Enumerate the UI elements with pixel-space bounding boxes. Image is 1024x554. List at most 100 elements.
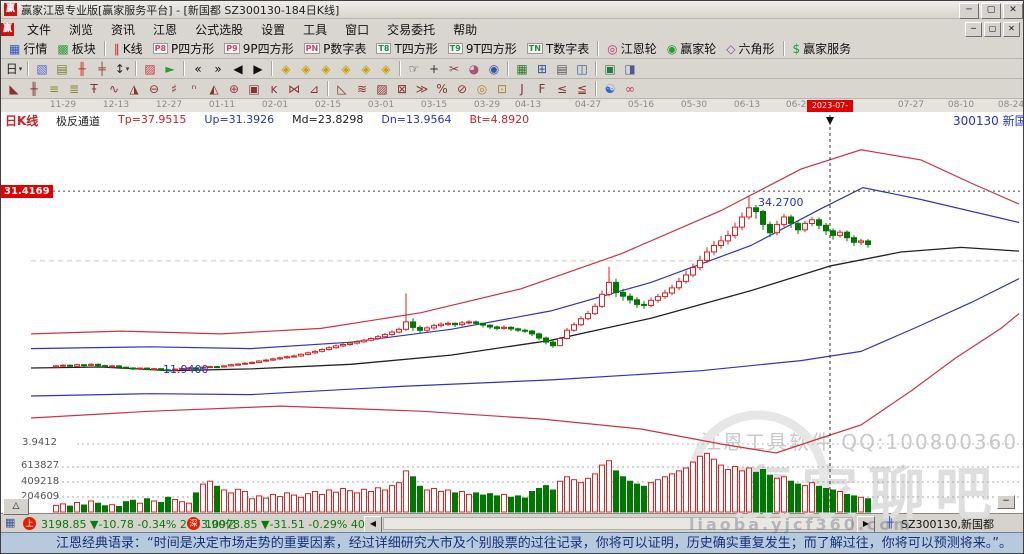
9p-square-button[interactable]: P9 9P四方形	[219, 39, 298, 58]
export-icon[interactable]: ▣	[601, 60, 619, 77]
mdi-minimize-button[interactable]: ─	[965, 22, 982, 37]
menu-item-4[interactable]: 公式选股	[195, 22, 244, 37]
draw-tline-icon[interactable]: Ŧ	[85, 80, 103, 97]
candle-style-icon[interactable]: ╫	[73, 60, 91, 77]
draw-j-line-icon[interactable]: J	[513, 80, 531, 97]
draw-box-icon[interactable]: ▣	[245, 80, 263, 97]
menu-item-5[interactable]: 设置	[261, 22, 286, 37]
close-button[interactable]: ✕	[1003, 3, 1023, 19]
period-label[interactable]: 日K线	[5, 114, 39, 128]
draw-percent-circle-icon[interactable]: ⊘	[453, 80, 471, 97]
next-bar-icon[interactable]: ▶	[249, 60, 267, 77]
menu-item-3[interactable]: 江恩	[153, 22, 178, 37]
maximize-button[interactable]: ▢	[981, 3, 1001, 19]
draw-trend-icon[interactable]: ◣	[5, 80, 23, 97]
indicator-name[interactable]: 极反通道	[56, 115, 100, 128]
draw-hash-icon[interactable]: ♯	[165, 80, 183, 97]
save-layout-icon[interactable]: ◫	[573, 60, 591, 77]
flag-marker-icon[interactable]: ►	[161, 60, 179, 77]
menu-item-7[interactable]: 窗口	[345, 22, 370, 37]
cut-icon[interactable]: ✂	[445, 60, 463, 77]
quotes-button[interactable]: ▦ 行情	[4, 39, 52, 58]
kline-button[interactable]: ∥ K线	[109, 39, 148, 58]
draw-le2-icon[interactable]: ≦	[573, 80, 591, 97]
draw-gann-grid-icon[interactable]: ╫	[25, 80, 43, 97]
t-table-button[interactable]: TN T数字表	[522, 39, 595, 58]
image-view-icon[interactable]: ▧	[33, 60, 51, 77]
current-stock-label[interactable]: SZ300130,新国都	[901, 518, 995, 531]
menu-item-8[interactable]: 交易委托	[387, 22, 436, 37]
spiral-icon[interactable]: ◉	[485, 60, 503, 77]
prev-bar-icon[interactable]: ◀	[229, 60, 247, 77]
draw-fan-icon[interactable]: ◺	[333, 80, 351, 97]
winner-wheel-button[interactable]: ◉ 赢家轮	[662, 39, 722, 58]
gann-diamond-4-icon[interactable]: ◈	[337, 60, 355, 77]
pan-hand-icon[interactable]: ☞	[405, 60, 423, 77]
draw-circle-cross-icon[interactable]: ⊕	[225, 80, 243, 97]
scroll-left-button[interactable]: ◀	[364, 516, 382, 533]
last-bar-icon[interactable]: »	[209, 60, 227, 77]
gann-diamond-2-icon[interactable]: ◈	[297, 60, 315, 77]
indicator-overlay-icon[interactable]: ▨	[141, 60, 159, 77]
draw-channel-icon[interactable]: ≋	[353, 80, 371, 97]
draw-speed-icon[interactable]: ≫	[413, 80, 431, 97]
draw-kmark-icon[interactable]: ĸ	[265, 80, 283, 97]
gann-diamond-1-icon[interactable]: ◈	[277, 60, 295, 77]
draw-wave-icon[interactable]: ∿	[105, 80, 123, 97]
notes-icon[interactable]: ▤	[553, 60, 571, 77]
taiji-icon[interactable]: ☯	[601, 80, 619, 97]
draw-le1-icon[interactable]: ≤	[553, 80, 571, 97]
draw-triangle-icon: ◮	[129, 81, 139, 96]
calculator-icon[interactable]: ⊞	[533, 60, 551, 77]
board-view-icon[interactable]: ▤	[53, 60, 71, 77]
menu-item-2[interactable]: 资讯	[111, 22, 136, 37]
calendar-calc-icon[interactable]: ▦	[513, 60, 531, 77]
menu-item-1[interactable]: 浏览	[69, 22, 94, 37]
draw-bowtie-icon[interactable]: ⋈	[285, 80, 303, 97]
draw-gold-box-icon[interactable]: ⊡	[493, 80, 511, 97]
p-table-button[interactable]: PN P数字表	[299, 39, 372, 58]
draw-angle-icon[interactable]: ⊿	[305, 80, 323, 97]
scrollbar-track[interactable]	[383, 517, 853, 530]
kline-chart-canvas[interactable]	[1, 112, 1024, 513]
gann-diamond-6-icon[interactable]: ◈	[377, 60, 395, 77]
hexagon-button[interactable]: ◇ 六角形	[721, 39, 779, 58]
menu-item-0[interactable]: 文件	[27, 22, 52, 37]
market-grid-icon[interactable]: ▦	[5, 516, 16, 529]
candle-style2-icon[interactable]: ╪	[93, 60, 111, 77]
period-day-dropdown[interactable]: 日	[5, 60, 23, 77]
minimize-button[interactable]: ─	[959, 3, 979, 19]
first-bar-icon[interactable]: «	[189, 60, 207, 77]
print-icon[interactable]: ◨	[621, 60, 639, 77]
gann-wheel-button[interactable]: ◎ 江恩轮	[602, 39, 662, 58]
9t-square-button[interactable]: T9 9T四方形	[443, 39, 522, 58]
zoom-out-button[interactable]: −	[997, 495, 1015, 509]
winner-service-button[interactable]: $ 赢家服务	[788, 39, 857, 58]
mdi-restore-button[interactable]: ▢	[984, 22, 1001, 37]
infinity-icon[interactable]: ∞	[621, 80, 639, 97]
menu-item-9[interactable]: 帮助	[453, 22, 478, 37]
draw-shade-icon[interactable]: ▨	[373, 80, 391, 97]
draw-grid-box-icon[interactable]: ⊠	[393, 80, 411, 97]
t-square-button[interactable]: T8 T四方形	[371, 39, 442, 58]
draw-gold-ring-icon[interactable]: ◎	[473, 80, 491, 97]
draw-triangle-icon[interactable]: ◮	[125, 80, 143, 97]
measure-icon[interactable]: ◕	[465, 60, 483, 77]
draw-hline-icon[interactable]: ≡	[45, 80, 63, 97]
draw-percent-icon[interactable]: %	[433, 80, 451, 97]
mdi-close-button[interactable]: ✕	[1003, 22, 1020, 37]
gann-diamond-5-icon: ◈	[361, 61, 371, 76]
scale-adjust-dropdown[interactable]: ↕	[113, 60, 131, 77]
sectors-button[interactable]: ▩ 板块	[52, 39, 100, 58]
draw-power-icon[interactable]: ⁿ	[185, 80, 203, 97]
menu-item-6[interactable]: 工具	[303, 22, 328, 37]
p-square-button[interactable]: P8 P四方形	[148, 39, 220, 58]
crosshair-icon[interactable]: +	[425, 60, 443, 77]
draw-ellipse-icon[interactable]: ⊖	[145, 80, 163, 97]
gann-diamond-5-icon[interactable]: ◈	[357, 60, 375, 77]
gann-diamond-3-icon[interactable]: ◈	[317, 60, 335, 77]
draw-apex-icon[interactable]: ◭	[205, 80, 223, 97]
draw-lines-icon[interactable]: ≣	[65, 80, 83, 97]
draw-f-line-icon[interactable]: F	[533, 80, 551, 97]
panel-toggle-button[interactable]: △	[3, 498, 29, 515]
